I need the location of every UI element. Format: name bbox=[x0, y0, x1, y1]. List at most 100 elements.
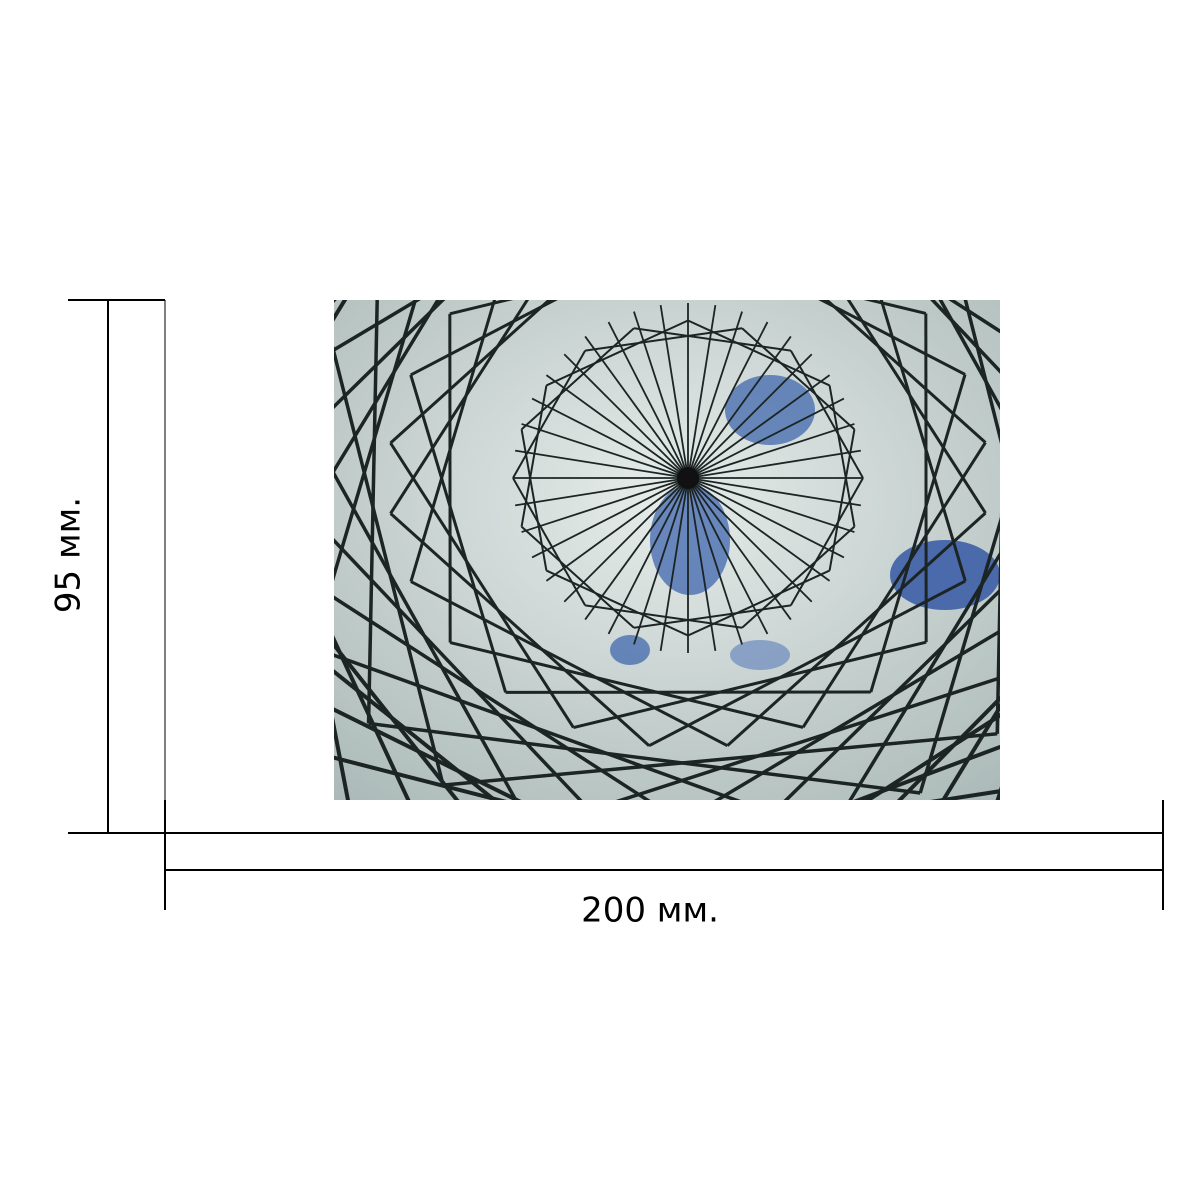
width-dimension: 200 мм. bbox=[164, 800, 1164, 931]
frame-line bbox=[687, 305, 717, 479]
frame-line bbox=[546, 319, 689, 387]
frame-line bbox=[334, 300, 418, 582]
frame-line bbox=[789, 350, 864, 479]
frame-line bbox=[1011, 66, 1146, 768]
frame-line bbox=[995, 511, 1000, 734]
frame-line bbox=[520, 525, 635, 629]
frame-line bbox=[456, 163, 1008, 233]
height-dimension: 95 мм. bbox=[49, 299, 166, 834]
frame-line bbox=[410, 580, 729, 747]
frame-line bbox=[410, 300, 558, 377]
frame-line bbox=[687, 353, 813, 479]
frame-line bbox=[896, 695, 1000, 800]
frame-line bbox=[687, 477, 845, 559]
cloud-gap bbox=[650, 485, 730, 595]
frame-line bbox=[449, 641, 804, 729]
frame-line bbox=[389, 442, 575, 729]
frame-line bbox=[869, 374, 967, 693]
frame-line bbox=[546, 122, 1063, 308]
frame-line bbox=[713, 629, 1000, 800]
frame-line bbox=[789, 477, 864, 606]
frame-line bbox=[368, 721, 921, 795]
frame-line bbox=[828, 429, 856, 571]
frame-line bbox=[520, 327, 635, 431]
frame-line bbox=[584, 327, 743, 352]
frame-line bbox=[366, 300, 379, 724]
frame-line bbox=[334, 300, 440, 474]
frame-line bbox=[230, 66, 1010, 187]
frame-line bbox=[687, 449, 861, 479]
frame-line bbox=[334, 300, 421, 352]
frame-line bbox=[545, 477, 689, 582]
frame-line bbox=[416, 38, 1178, 233]
frame-line bbox=[687, 321, 769, 479]
frame-line bbox=[607, 477, 689, 635]
frame-line bbox=[520, 429, 548, 571]
frame-line bbox=[918, 516, 1000, 794]
frame-line bbox=[532, 0, 1200, 337]
frame-line bbox=[334, 653, 741, 800]
frame-hub bbox=[677, 467, 699, 489]
frame-line bbox=[442, 732, 998, 787]
frame-line bbox=[633, 477, 689, 645]
frame-line bbox=[320, 127, 844, 296]
frame-line bbox=[687, 319, 830, 387]
frame-line bbox=[659, 477, 689, 651]
frame-line bbox=[687, 477, 769, 635]
frame-line bbox=[379, 171, 933, 222]
cloud-gap bbox=[610, 635, 650, 665]
frame-line bbox=[687, 397, 845, 479]
frame-line bbox=[389, 300, 552, 445]
frame-line bbox=[334, 300, 348, 322]
frame-line bbox=[334, 707, 522, 800]
frame-line bbox=[864, 713, 1000, 800]
frame-line bbox=[334, 716, 350, 800]
frame-line bbox=[633, 311, 689, 479]
frame-line bbox=[938, 300, 1000, 411]
cloud-gap bbox=[890, 540, 1000, 610]
frame-line bbox=[531, 477, 689, 559]
frame-line bbox=[563, 353, 689, 479]
frame-line bbox=[659, 305, 689, 479]
frame-line bbox=[687, 477, 831, 582]
frame-line bbox=[828, 385, 856, 527]
frame-line bbox=[615, 676, 1000, 800]
frame-line bbox=[963, 300, 1000, 445]
width-label: 200 мм. bbox=[581, 891, 719, 931]
frame-line bbox=[563, 477, 689, 603]
frame-line bbox=[334, 345, 445, 786]
frame-line bbox=[687, 477, 743, 645]
cloud-gap bbox=[725, 375, 815, 445]
frame-line bbox=[687, 477, 861, 507]
frame-line bbox=[334, 595, 651, 800]
frame-line bbox=[648, 579, 966, 748]
frame-line bbox=[741, 525, 856, 629]
frame-line bbox=[846, 300, 987, 514]
frame-line bbox=[546, 569, 689, 637]
frame-line bbox=[687, 311, 743, 479]
frame-line bbox=[573, 640, 927, 729]
frame-line bbox=[334, 470, 518, 800]
frame-line bbox=[818, 300, 966, 376]
frame-line bbox=[607, 321, 689, 479]
frame-line bbox=[783, 588, 1000, 800]
frame-line bbox=[512, 477, 587, 606]
frame-lines bbox=[230, 0, 1200, 800]
frame-line bbox=[879, 300, 967, 582]
frame-line bbox=[633, 327, 792, 352]
frame-line bbox=[687, 423, 855, 479]
frame-line bbox=[687, 477, 717, 651]
height-label: 95 мм. bbox=[49, 497, 89, 613]
frame-line bbox=[848, 551, 1000, 800]
frame-line bbox=[314, 103, 1105, 141]
frame-line bbox=[687, 569, 830, 637]
frame-line bbox=[515, 449, 689, 479]
frame-line bbox=[531, 397, 689, 479]
frame-line bbox=[409, 300, 497, 582]
frame-line bbox=[584, 604, 743, 629]
frame-line bbox=[687, 374, 831, 479]
frame-line bbox=[515, 477, 689, 507]
frame-line bbox=[409, 374, 508, 693]
frame-line bbox=[726, 511, 987, 747]
